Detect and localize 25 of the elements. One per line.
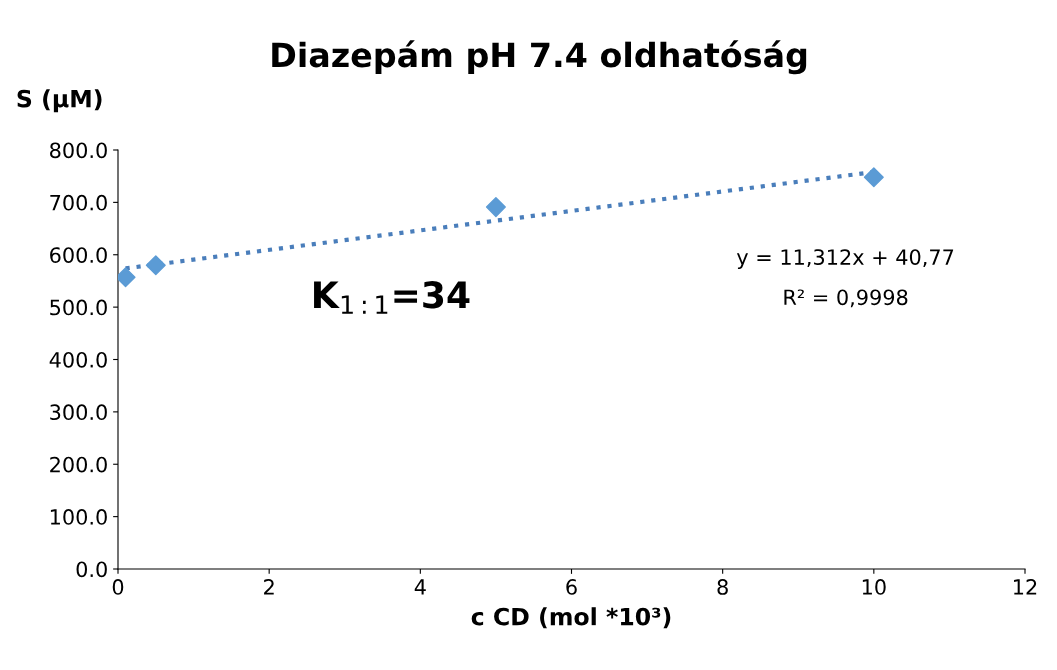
y-tick-label: 400.0 <box>49 351 107 368</box>
x-tick-label: 6 <box>566 579 577 595</box>
y-tick-label: 800.0 <box>50 142 107 159</box>
y-tick-label: 300.0 <box>50 404 107 421</box>
x-axis-title: c CD (mol *10³) <box>471 607 671 629</box>
y-tick-label: 0.0 <box>76 561 107 578</box>
y-tick-label: 700.0 <box>50 194 107 211</box>
annotation: R² = 0,9998 <box>784 289 908 308</box>
annotation: K$_{1:1}$=34 <box>314 281 470 314</box>
x-tick-label: 8 <box>717 579 728 595</box>
x-tick-label: 10 <box>862 579 886 595</box>
chart-title: Diazepám pH 7.4 oldhatóság <box>272 40 807 75</box>
point <box>145 255 166 276</box>
point <box>485 197 506 218</box>
point <box>863 167 884 188</box>
x-tick-label: 12 <box>1014 579 1037 595</box>
y-tick-label: 200.0 <box>50 456 107 473</box>
x-tick-label: 2 <box>264 579 274 595</box>
y-axis-title: S (µM) <box>17 89 102 113</box>
y-tick-label: 600.0 <box>50 247 107 263</box>
y-tick-label: 100.0 <box>50 509 107 525</box>
annotation: y = 11,312x + 40,77 <box>736 249 954 269</box>
y-tick-label: 500.0 <box>50 299 107 316</box>
x-tick-label: 4 <box>414 579 426 595</box>
x-tick-label: 0 <box>112 579 124 595</box>
